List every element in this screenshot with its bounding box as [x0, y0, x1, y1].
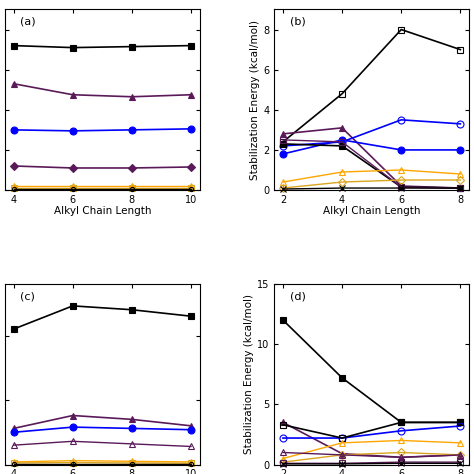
X-axis label: Alkyl Chain Length: Alkyl Chain Length [54, 206, 151, 216]
Y-axis label: Stabilization Energy (kcal/mol): Stabilization Energy (kcal/mol) [250, 20, 260, 180]
Y-axis label: Stabilization Energy (kcal/mol): Stabilization Energy (kcal/mol) [244, 294, 254, 454]
Text: (c): (c) [20, 291, 35, 301]
Text: (a): (a) [20, 17, 36, 27]
X-axis label: Alkyl Chain Length: Alkyl Chain Length [323, 206, 420, 216]
Text: (b): (b) [290, 17, 305, 27]
Text: (d): (d) [290, 291, 306, 301]
